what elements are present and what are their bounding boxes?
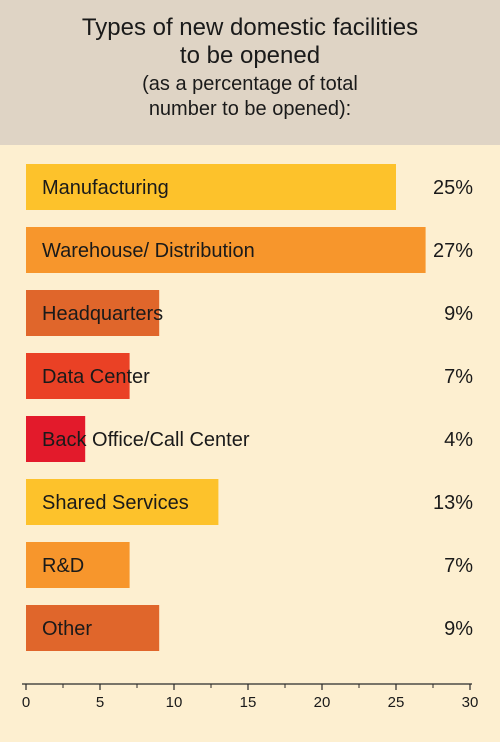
x-tick-label-0: 0 xyxy=(22,694,30,711)
chart-header: Types of new domestic facilities to be o… xyxy=(0,0,500,145)
bar-2 xyxy=(26,290,160,336)
value-label-4: 4% xyxy=(444,429,473,451)
subtitle-line-2: number to be opened): xyxy=(148,98,352,120)
bar-label-1: Warehouse/ Distribution xyxy=(42,240,255,262)
bar-0 xyxy=(26,164,396,210)
x-tick-label-6: 30 xyxy=(462,694,479,711)
bar-label-2: Headquarters xyxy=(42,303,163,325)
bar-label-0: Manufacturing xyxy=(42,177,169,199)
bar-5 xyxy=(26,479,219,525)
value-label-3: 7% xyxy=(444,366,473,388)
bar-6 xyxy=(26,542,130,588)
value-label-2: 9% xyxy=(444,303,473,325)
bar-label-3: Data Center xyxy=(42,366,150,388)
value-label-6: 7% xyxy=(444,555,473,577)
chart-title: Types of new domestic facilities to be o… xyxy=(0,14,500,70)
bar-label-5: Shared Services xyxy=(42,492,189,514)
bar-label-7: Other xyxy=(42,618,92,640)
bar-chart: Manufacturing 25% Warehouse/ Distribution 2… xyxy=(22,164,479,711)
bar-label-4: Back Office/Call Center xyxy=(42,429,250,451)
bar-7 xyxy=(26,605,160,651)
value-label-1: 27% xyxy=(433,240,473,262)
title-line-2: to be opened xyxy=(179,42,321,69)
chart-subtitle: (as a percentage of total number to be o… xyxy=(0,72,500,122)
value-label-7: 9% xyxy=(444,618,473,640)
title-line-1: Types of new domestic facilities xyxy=(81,14,419,41)
x-tick-label-4: 20 xyxy=(314,694,331,711)
x-tick-label-3: 15 xyxy=(240,694,257,711)
value-label-0: 25% xyxy=(433,177,473,199)
subtitle-line-1: (as a percentage of total xyxy=(142,73,358,95)
value-label-5: 13% xyxy=(433,492,473,514)
bar-label-6: R&D xyxy=(42,555,84,577)
x-tick-label-5: 25 xyxy=(388,694,405,711)
x-tick-label-2: 10 xyxy=(166,694,183,711)
bar-4 xyxy=(26,416,86,462)
x-tick-label-1: 5 xyxy=(96,694,104,711)
bar-3 xyxy=(26,353,130,399)
bar-1 xyxy=(26,227,426,273)
